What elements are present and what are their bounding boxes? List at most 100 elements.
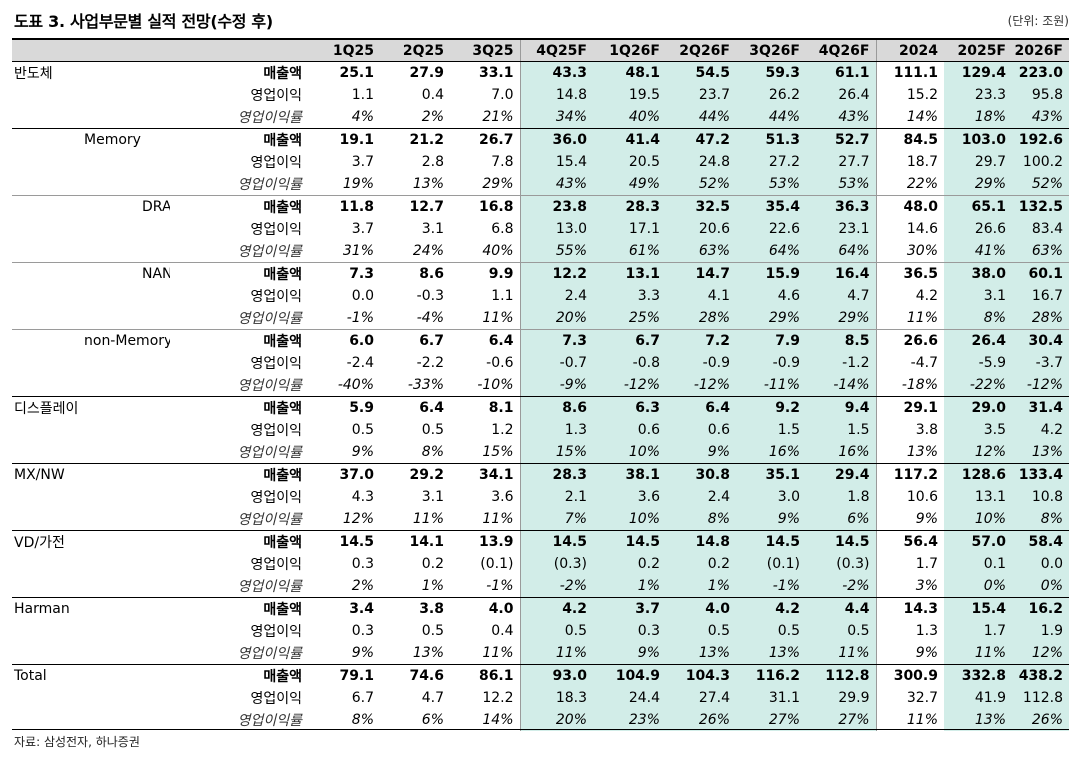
value-cell: 1% (380, 575, 450, 598)
value-cell: -9% (519, 374, 593, 397)
value-cell: 100.2 (1012, 151, 1069, 173)
value-cell: 16% (736, 441, 806, 464)
value-cell: 0.2 (593, 553, 666, 575)
table-row: 디스플레이 매출액 5.9 6.4 8.1 8.6 6.3 6.4 9.2 9.4 29.1 29.0… (12, 396, 1069, 419)
metric-label: 영업이익 (250, 88, 302, 104)
value-cell: 14% (875, 106, 944, 129)
column-header: 3Q25 (450, 40, 520, 62)
metric-label: 영업이익 (250, 155, 302, 171)
value-cell: 18% (944, 106, 1012, 129)
value-cell: 1% (666, 575, 736, 598)
value-cell: 29% (806, 307, 876, 330)
value-cell: 30.8 (666, 463, 736, 486)
value-cell: 1.7 (944, 620, 1012, 642)
value-cell: 8% (351, 712, 374, 728)
value-cell: -22% (944, 374, 1012, 397)
value-cell: 13.0 (519, 218, 593, 240)
value-cell: 36.5 (875, 262, 944, 285)
value-cell: 14.5 (593, 530, 666, 553)
segment-name (12, 352, 170, 374)
value-cell: 1% (593, 575, 666, 598)
value-cell: 6.0 (349, 333, 374, 349)
value-cell: 14% (482, 712, 514, 728)
value-cell: 11% (450, 307, 520, 330)
table-row: 영업이익 0.3 0.2 (0.1) (0.3) 0.2 0.2 (0.1) (0.3) 1.7 0… (12, 553, 1069, 575)
table-row: 영업이익률 2% 1% -1% -2% 1% 1% -1% -2% 3% 0% 0% (12, 575, 1069, 598)
segment-label: MX/NW (14, 467, 65, 483)
top-rule (12, 38, 1069, 40)
segment-name: VD/가전 (12, 531, 170, 554)
value-cell: 3.7 (593, 597, 666, 620)
value-cell: 38.0 (944, 262, 1012, 285)
metric-label: 영업이익률 (237, 713, 302, 729)
value-cell: 74.6 (409, 668, 444, 684)
value-cell: 7.9 (736, 329, 806, 352)
value-cell: 12.7 (409, 199, 444, 215)
value-cell: 28% (1012, 307, 1069, 330)
value-cell: 55% (519, 240, 593, 263)
segment-name: non-Memory (12, 330, 170, 353)
value-cell: 40% (593, 106, 666, 129)
value-cell: 3.1 (421, 221, 444, 237)
value-cell: 60.1 (1012, 262, 1069, 285)
table-row: 영업이익률 8% 6% 14% 20% 23% 26% 27% 27% 11% 13% 26% (12, 709, 1069, 731)
metric-label: 매출액 (263, 133, 302, 149)
metric-label: 영업이익률 (170, 240, 310, 263)
value-cell: 27.7 (806, 151, 876, 173)
segment-label: Harman (14, 601, 70, 617)
value-cell: 25.1 (339, 65, 374, 81)
value-cell: 11% (875, 709, 944, 731)
value-cell: 9.2 (736, 396, 806, 419)
value-cell: 10.8 (1012, 486, 1069, 508)
table-row: NAND 매출액 7.3 8.6 9.9 12.213.114.715.916.436.5… (12, 262, 1069, 285)
segment-name (12, 642, 170, 665)
value-cell: (0.3) (806, 553, 876, 575)
segment-name (12, 106, 170, 129)
value-cell: 27.9 (409, 65, 444, 81)
segment-name (12, 285, 170, 307)
segment-label: Total (14, 668, 47, 684)
value-cell: 43% (519, 173, 593, 196)
value-cell: -1% (736, 575, 806, 598)
value-cell: 12.2 (482, 690, 514, 706)
table-row: 영업이익률 9% 13% 11% 11% 9% 13% 13% 11% 9% 11% 12% (12, 642, 1069, 665)
value-cell: 111.1 (875, 61, 944, 84)
value-cell: 3.6 (491, 489, 514, 505)
value-cell: 93.0 (519, 664, 593, 687)
value-cell: -0.6 (486, 355, 514, 371)
value-cell: 83.4 (1012, 218, 1069, 240)
value-cell: -18% (875, 374, 944, 397)
value-cell: 1.3 (519, 419, 593, 441)
value-cell: 56.4 (875, 530, 944, 553)
value-cell: 9% (875, 508, 944, 531)
column-header: 3Q26F (736, 40, 806, 62)
value-cell: 8.5 (806, 329, 876, 352)
metric-label: 매출액 (263, 66, 302, 82)
value-cell: 0.5 (666, 620, 736, 642)
table-row: 영업이익 0.5 0.5 1.2 1.3 0.6 0.6 1.5 1.5 3.8 3.5 4.2 (12, 419, 1069, 441)
value-cell: -11% (736, 374, 806, 397)
value-cell: 132.5 (1012, 195, 1069, 218)
metric-label: 매출액 (263, 669, 302, 685)
segment-name: Total (12, 665, 170, 688)
segment-name (12, 575, 170, 598)
value-cell: 32.7 (875, 687, 944, 709)
value-cell: 6.7 (419, 333, 444, 349)
value-cell: 0.5 (421, 623, 444, 639)
value-cell: 1.5 (736, 419, 806, 441)
value-cell: 30% (875, 240, 944, 263)
value-cell: 14.8 (519, 84, 593, 106)
segment-name: DRAM (12, 196, 170, 219)
table-row: Memory 매출액 19.1 21.2 26.7 36.0 41.4 47.2 51.3 52.… (12, 128, 1069, 151)
value-cell: 6.4 (666, 396, 736, 419)
value-cell: 3.8 (875, 419, 944, 441)
value-cell: 12% (1012, 642, 1069, 665)
value-cell: 54.5 (666, 61, 736, 84)
value-cell: 17.1 (593, 218, 666, 240)
value-cell: 21% (450, 106, 520, 129)
value-cell: 31.4 (1012, 396, 1069, 419)
value-cell: 332.8 (944, 664, 1012, 687)
value-cell: 8.6 (519, 396, 593, 419)
table-row: DRAM 매출액 11.8 12.7 16.8 23.828.332.535.436.34… (12, 195, 1069, 219)
value-cell: 84.5 (875, 128, 944, 151)
